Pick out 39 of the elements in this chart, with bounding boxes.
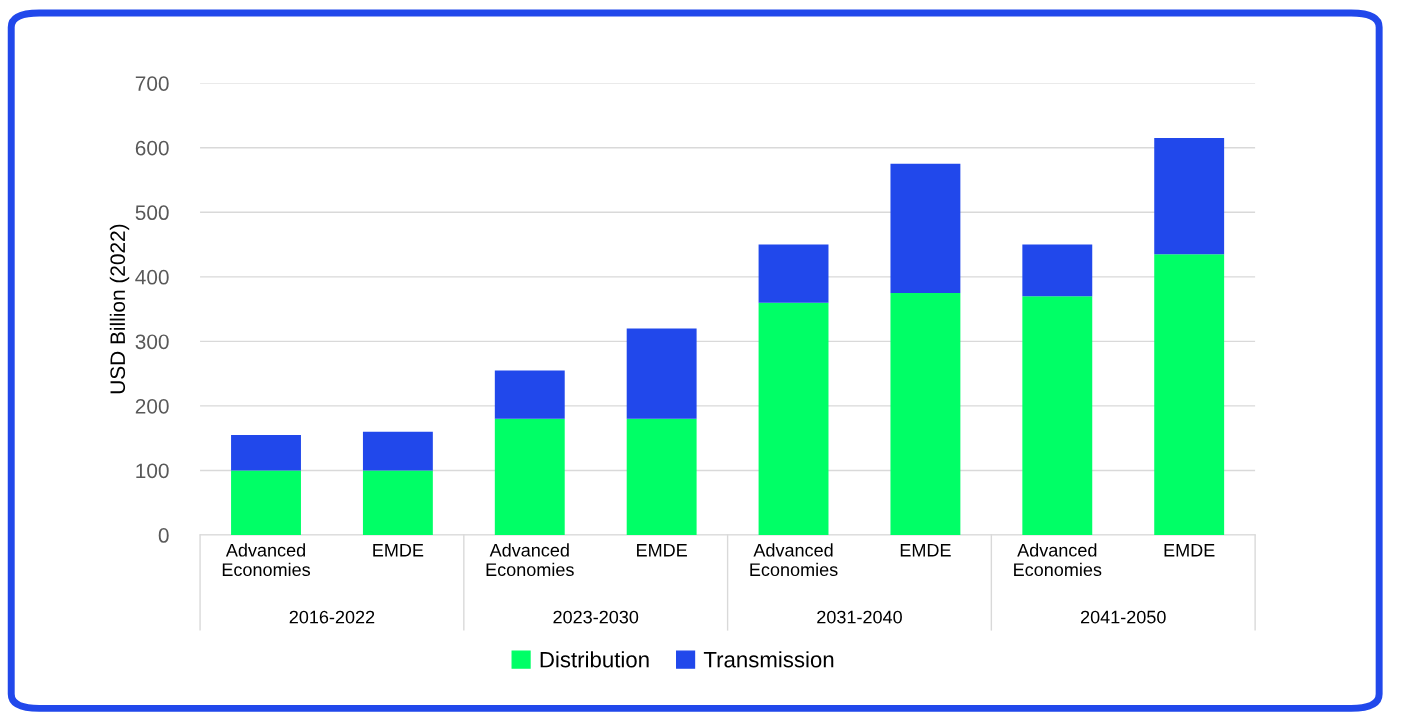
text: 2023-2030 xyxy=(553,610,639,624)
bar xyxy=(626,328,697,419)
x-tick-label: EMDE xyxy=(637,544,687,557)
y-axis-title: USD Billion (2022) xyxy=(109,224,130,394)
text: 2016-2022 xyxy=(289,610,375,624)
bar xyxy=(758,302,829,536)
y-tick-label: 300 xyxy=(135,334,169,350)
x-tick-label: Advanced Economies xyxy=(486,543,574,577)
bar xyxy=(494,370,565,419)
bar xyxy=(1022,296,1093,536)
bar xyxy=(758,244,829,303)
x-tick-label: Advanced Economies xyxy=(750,543,838,577)
y-tick-label: 500 xyxy=(135,205,169,221)
legend-label: Transmission xyxy=(703,651,834,668)
y-tick-label: 400 xyxy=(135,269,169,285)
bar xyxy=(362,431,433,471)
bar xyxy=(231,434,301,471)
y-tick-label: 700 xyxy=(135,76,169,91)
y-tick-label: 0 xyxy=(158,528,169,543)
x-tick-label: Advanced Economies xyxy=(222,543,311,577)
bar xyxy=(1154,138,1225,255)
x-tick-label: Advanced Economies xyxy=(1014,543,1102,577)
bar xyxy=(1154,254,1225,536)
bar xyxy=(626,418,697,536)
text: 2041-2050 xyxy=(1080,610,1166,624)
bar xyxy=(362,470,433,536)
legend-label: Distribution xyxy=(540,651,649,668)
x-tick-label: EMDE xyxy=(900,544,951,557)
bar xyxy=(231,470,301,536)
text: 2031-2040 xyxy=(817,610,902,624)
x-tick-label: EMDE xyxy=(373,544,424,557)
y-tick-label: 200 xyxy=(135,398,169,414)
bar xyxy=(494,418,565,536)
y-tick-label: 600 xyxy=(135,140,169,156)
x-tick-label: EMDE xyxy=(1164,544,1215,557)
bar xyxy=(1022,244,1093,297)
y-tick-label: 100 xyxy=(136,463,169,479)
bar xyxy=(890,163,961,293)
bar xyxy=(890,292,961,536)
